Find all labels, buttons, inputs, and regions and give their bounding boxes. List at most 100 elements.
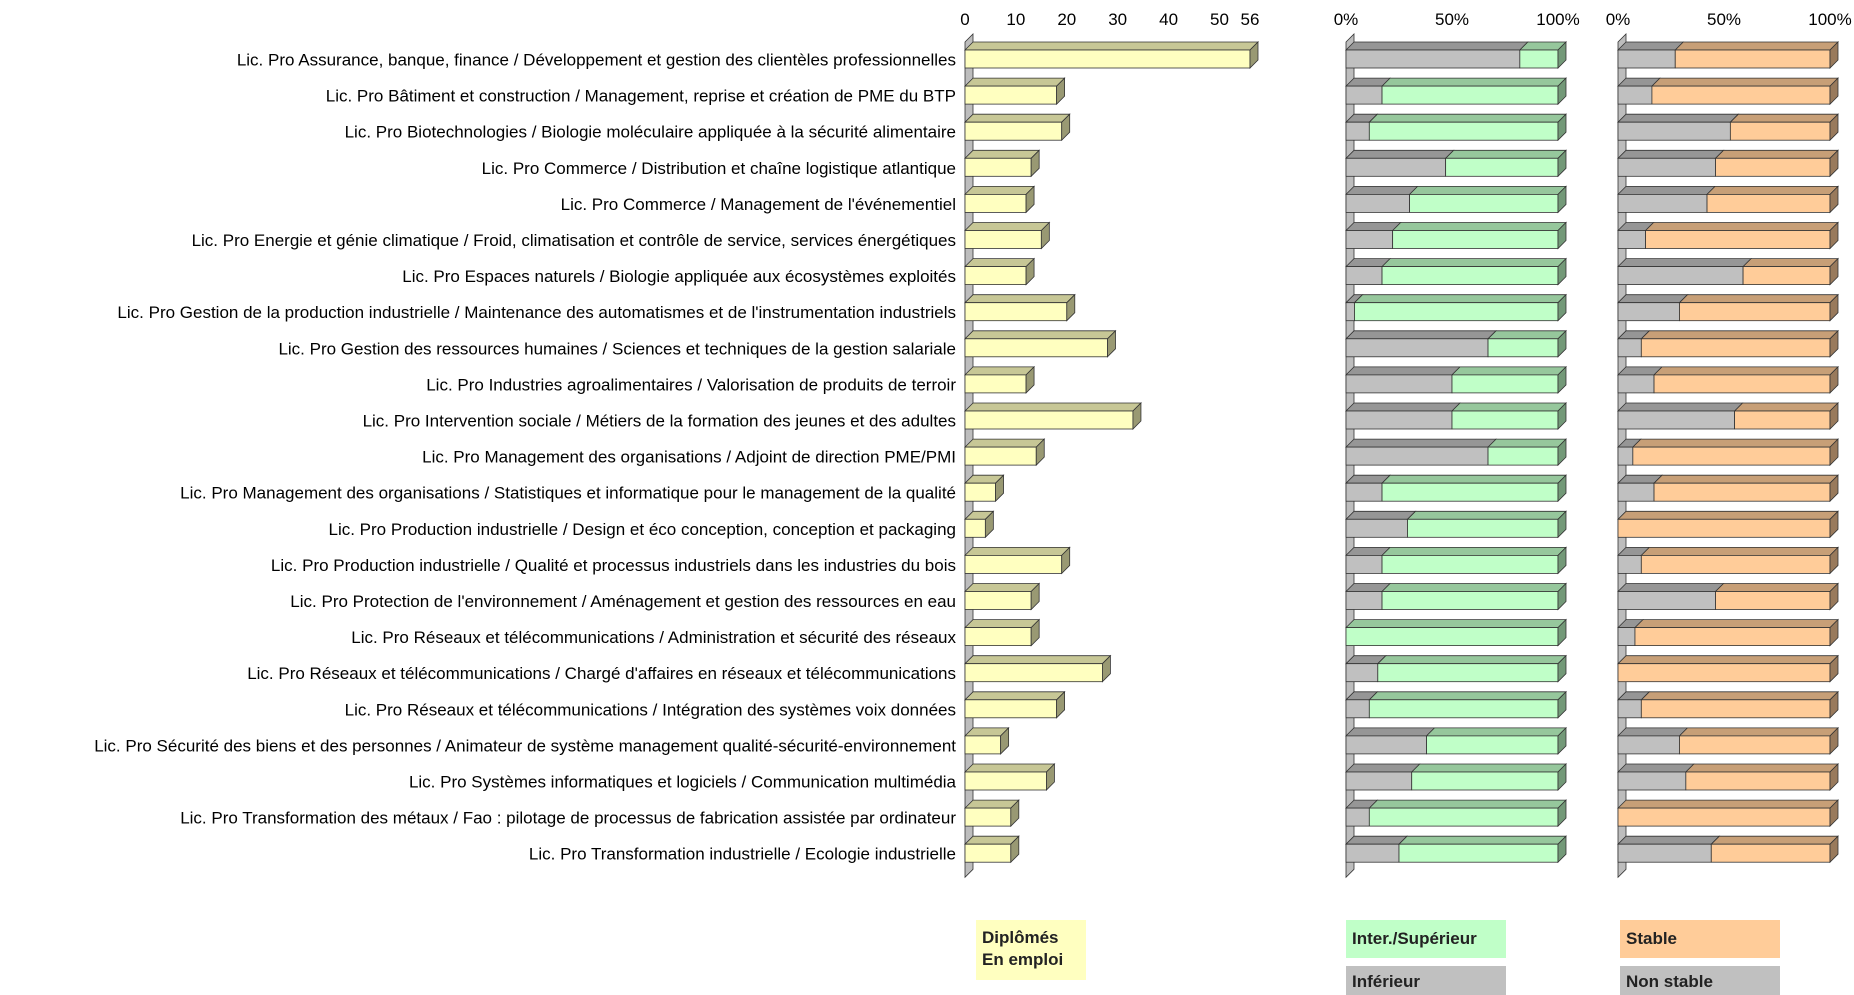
bar-niveau-1-top [1381,77,1567,87]
category-label: Lic. Pro Espaces naturels / Biologie app… [402,267,956,286]
bar-niveau-0-top [1345,835,1408,845]
bar-employed-end [1249,41,1259,69]
category-label: Lic. Pro Transformation des métaux / Fao… [180,809,956,828]
bar-stabilite-1 [1653,482,1831,502]
bar-stabilite-0-top [1617,41,1685,51]
x-tick-label-employed: 50 [1210,10,1229,29]
bar-stabilite-end [1829,510,1839,539]
bar-niveau-end [1557,185,1567,214]
bar-niveau-end [1557,149,1567,178]
bar-stabilite-end [1829,41,1839,69]
bar-stabilite-end [1829,221,1839,250]
bar-stabilite-end [1829,582,1839,611]
bar-stabilite-0-top [1617,294,1689,304]
bar-niveau-0-top [1345,330,1498,340]
category-label: Lic. Pro Réseaux et télécommunications /… [345,700,956,719]
bar-employed-top [964,258,1036,268]
legend-inter-superieur: Inter./Supérieur [1346,920,1506,958]
bar-niveau-end [1557,474,1567,503]
bar-employed [964,555,1063,574]
bar-employed-top [964,583,1041,592]
bar-niveau-0-top [1345,510,1417,520]
bar-employed [964,85,1058,105]
bar-niveau-1 [1445,157,1559,177]
bar-stabilite-0 [1617,591,1716,610]
bar-niveau-end [1557,293,1567,322]
bar-employed-top [964,799,1020,809]
bar-niveau-1-top [1391,222,1567,231]
bar-stabilite-1 [1715,157,1831,177]
bar-stabilite-1-top [1640,330,1839,340]
bar-niveau-1-top [1376,655,1567,665]
bar-stabilite-1-top [1650,77,1839,87]
bar-stabilite-end [1829,690,1839,719]
bar-niveau-1-top [1451,366,1567,376]
bar-niveau-1-top [1381,547,1567,556]
bar-stabilite-1 [1710,843,1831,863]
bar-employed-top [964,77,1066,87]
bar-stabilite-end [1829,799,1839,828]
x-tick-label-employed: 40 [1159,10,1178,29]
bar-stabilite-1-top [1631,438,1839,448]
bar-employed-end [1040,221,1050,250]
bar-stabilite-end [1829,763,1839,791]
category-label: Lic. Pro Réseaux et télécommunications /… [351,628,956,647]
category-label: Lic. Pro Systèmes informatiques et logic… [409,772,957,791]
bar-employed [964,338,1108,358]
bar-stabilite-end [1829,77,1839,106]
bar-stabilite-0-top [1617,763,1695,773]
category-label: Lic. Pro Transformation industrielle / E… [529,845,956,864]
bar-stabilite-1-top [1617,510,1839,520]
x-tick-label-employed: 0 [960,10,969,29]
bar-niveau-1 [1409,193,1559,213]
bar-niveau-end [1557,41,1567,69]
bar-employed-end [1035,438,1045,467]
bar-niveau-1-top [1368,799,1567,809]
bar-stabilite-1 [1651,85,1831,105]
bar-niveau-0 [1345,482,1383,502]
category-label: Lic. Pro Commerce / Distribution et chaî… [482,159,956,178]
bar-stabilite-0 [1617,266,1744,286]
bar-niveau-end [1557,726,1567,755]
category-label: Lic. Pro Réseaux et télécommunications /… [247,664,956,683]
x-tick-label-stabilite: 50% [1707,10,1741,29]
bar-employed [964,410,1134,430]
bar-stabilite-0-top [1617,402,1744,412]
bar-niveau-1 [1345,627,1559,646]
bar-niveau-0-top [1345,438,1498,448]
bar-niveau-1-top [1398,835,1567,845]
bar-niveau-0 [1345,410,1453,430]
bar-stabilite-1-top [1633,619,1839,628]
category-label: Lic. Pro Assurance, banque, finance / Dé… [237,50,956,69]
legend-employed-line2: En emploi [982,950,1064,969]
bar-niveau-end [1557,510,1567,539]
x-tick-label-employed: 30 [1108,10,1127,29]
bar-niveau-1 [1381,555,1559,574]
bar-niveau-1-top [1368,113,1567,123]
bar-niveau-1 [1368,807,1559,827]
legend-inferieur-label: Inférieur [1352,972,1421,991]
bar-employed-top [964,763,1056,773]
bar-stabilite-1 [1734,410,1831,430]
bar-niveau-end [1557,365,1567,394]
bar-stabilite-0 [1617,49,1676,69]
bar-stabilite-0 [1617,446,1634,466]
bar-employed-end [1030,149,1040,178]
bar-employed [964,157,1032,177]
bar-stabilite-end [1829,654,1839,683]
bar-stabilite-1 [1706,193,1831,213]
bar-stabilite-0-top [1617,149,1725,159]
bar-niveau-0 [1345,230,1394,249]
bar-niveau-1-top [1410,763,1567,773]
bar-niveau-0 [1345,374,1453,394]
bar-employed-end [984,510,994,539]
bar-niveau-1-top [1353,294,1567,304]
bar-niveau-1-top [1368,691,1567,701]
bar-employed-end [1061,546,1071,575]
bar-stabilite-0 [1617,157,1716,177]
bar-niveau-1-top [1406,510,1567,520]
bar-niveau-0 [1345,49,1521,69]
category-label: Lic. Pro Sécurité des biens et des perso… [94,736,956,755]
bar-niveau-1-top [1345,619,1567,628]
